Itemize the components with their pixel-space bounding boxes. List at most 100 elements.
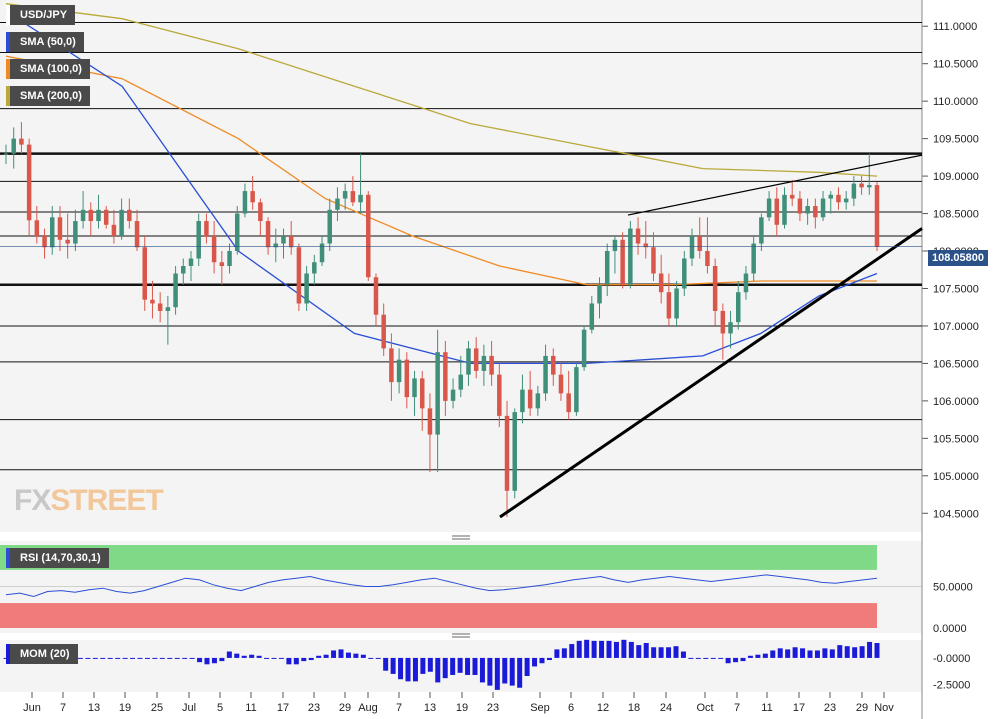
mom-bar [375, 657, 381, 659]
x-tick-label: 23 [824, 702, 836, 714]
candle-body [19, 138, 24, 145]
mom-bar [144, 657, 150, 659]
candle-body [419, 378, 425, 409]
candle-body [288, 236, 294, 248]
mom-bar [308, 657, 314, 661]
x-tick-label: 23 [308, 702, 320, 714]
candle-body [342, 191, 348, 199]
candle-body [134, 221, 140, 248]
mom-bar [666, 647, 672, 658]
mom-bar [122, 657, 128, 659]
candle-body [242, 191, 248, 214]
candle-body [797, 198, 803, 214]
mom-bar [412, 657, 418, 682]
mom-bar [554, 649, 560, 658]
mom-bar [613, 641, 619, 658]
candle-body [543, 355, 548, 394]
mom-bar [338, 649, 344, 658]
candle-body [527, 389, 533, 409]
mom-bar [814, 650, 820, 658]
mom-bar [331, 650, 337, 658]
mom-bar [792, 647, 798, 658]
mom-bar [874, 643, 880, 658]
candle-body [581, 329, 587, 368]
mom-bar [479, 657, 485, 683]
mom-bar [569, 644, 575, 658]
mom-bar [450, 657, 456, 675]
mom-bar [807, 650, 813, 658]
mom-bar [368, 657, 374, 659]
candle-body [57, 217, 63, 240]
candle-body [512, 412, 517, 491]
mom-bar [234, 653, 240, 658]
mom-bar [383, 657, 389, 671]
mom-bar [740, 657, 746, 662]
mom-bar [725, 657, 731, 664]
candle-body [728, 322, 733, 334]
candle-body [234, 213, 240, 252]
candle-body [836, 194, 841, 203]
x-tick-label: 5 [217, 702, 223, 714]
mom-bar [85, 657, 91, 659]
mom-bar [92, 657, 98, 659]
mom-bar [755, 654, 761, 658]
candle-body [165, 307, 171, 311]
x-tick-label: Nov [874, 702, 894, 714]
x-tick-label: 29 [856, 702, 868, 714]
mom-legend: MOM (20) [6, 644, 78, 664]
mom-bar [680, 651, 686, 658]
candle-body [805, 206, 810, 214]
candle-body [381, 314, 386, 349]
candle-body [427, 408, 433, 435]
x-tick-label: 18 [628, 702, 640, 714]
candle-body [635, 228, 641, 244]
y-tick-label: 109.0000 [933, 171, 979, 183]
candle-body [204, 221, 209, 237]
candle-body [49, 217, 55, 248]
sma50-line [5, 10, 878, 365]
candle-body [558, 374, 564, 394]
candle-body [312, 262, 317, 274]
y-tick-label: 108.5000 [933, 209, 979, 221]
candle-body [273, 243, 279, 248]
mom-bar [532, 657, 538, 667]
resistance-trendline [627, 154, 923, 216]
mom-bar [733, 657, 739, 663]
mom-bar [345, 652, 351, 658]
candle-body [597, 284, 602, 304]
candle-body [689, 236, 695, 259]
mom-bar [390, 657, 396, 674]
mom-bar [844, 646, 850, 658]
rsi-line [5, 574, 878, 598]
x-tick-label: 25 [151, 702, 163, 714]
mom-bar [509, 657, 515, 686]
candle-body [697, 236, 702, 252]
candle-body [628, 228, 633, 285]
candle-body [219, 262, 225, 266]
candle-body [188, 258, 194, 266]
mom-bar [256, 655, 262, 658]
mom-bar [785, 649, 791, 658]
mom-bar [524, 657, 530, 677]
candle-body [327, 209, 332, 244]
candle-body [481, 355, 487, 371]
x-tick-label: 24 [660, 702, 672, 714]
mom-bar [695, 657, 701, 659]
x-tick-label: Jun [23, 702, 41, 714]
mom-bar [211, 657, 217, 664]
rsi-tick-label: 0.0000 [933, 623, 967, 635]
candle-body [80, 209, 86, 222]
candle-body [3, 153, 9, 155]
mom-bar [420, 657, 426, 674]
candle-body [304, 273, 309, 304]
mom-bar [710, 657, 716, 659]
candle-body [389, 348, 394, 383]
sma50-legend: SMA (50,0) [6, 32, 84, 52]
candle-body [366, 194, 371, 278]
rsi-tick-label: 50.0000 [933, 582, 973, 594]
mom-bar [167, 657, 173, 659]
mom-bar [219, 657, 225, 662]
mom-bar [539, 657, 545, 664]
mom-bar [442, 657, 448, 679]
